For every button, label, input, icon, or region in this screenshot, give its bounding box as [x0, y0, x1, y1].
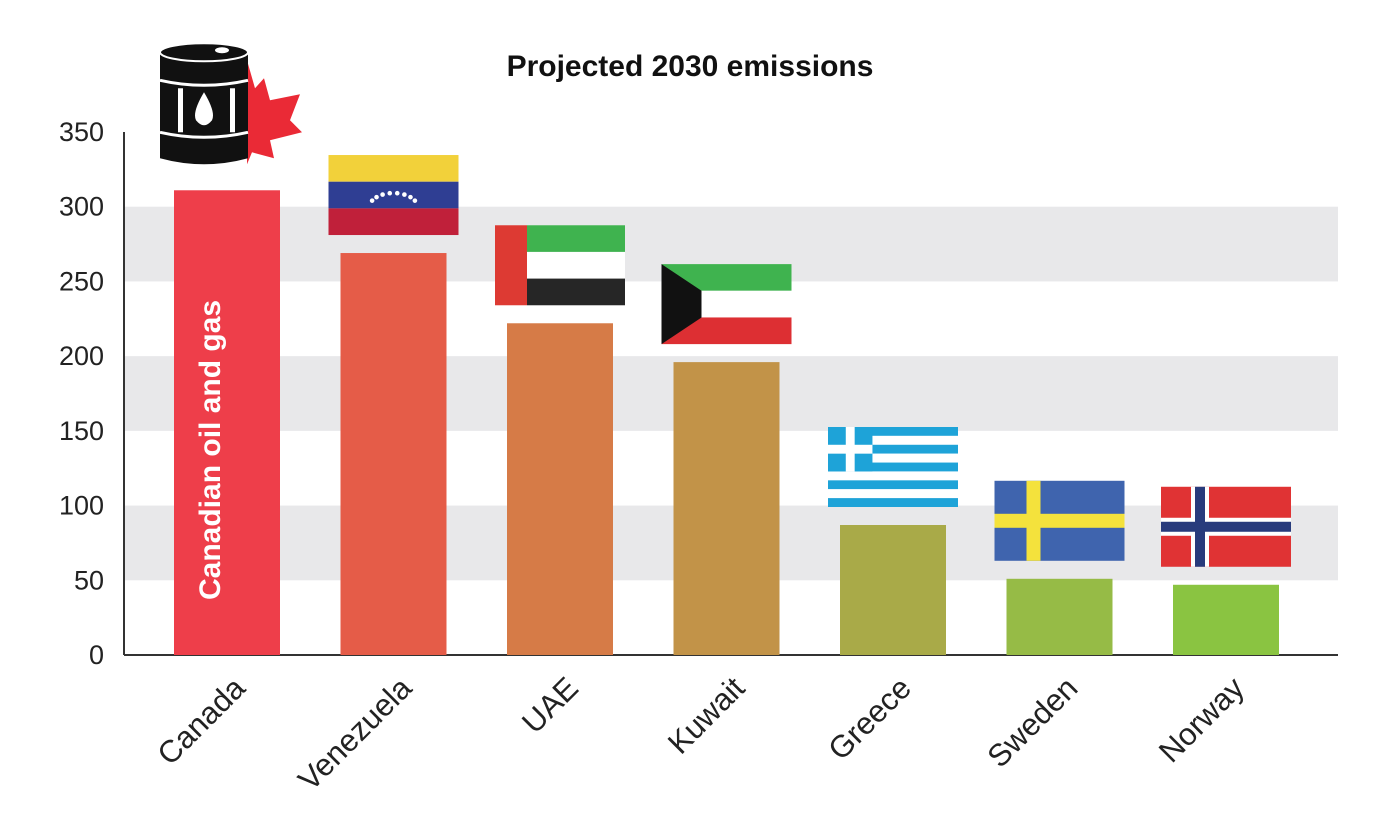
bar-greece [840, 524, 946, 655]
flag-stripe [828, 462, 958, 472]
oil-drop-icon [195, 92, 213, 126]
flag-stripe [828, 498, 958, 507]
bar-uae [507, 323, 613, 655]
flag-stripe [828, 444, 958, 454]
barrel-hoop [159, 130, 249, 139]
barrel-stripe [178, 88, 183, 133]
barrel-hoop [159, 78, 249, 87]
barrel-top [159, 42, 249, 63]
chart-title: Projected 2030 emissions [506, 50, 874, 83]
flag-stripe [828, 480, 958, 490]
flag-stripe [828, 435, 958, 445]
maple-leaf-icon [247, 60, 302, 165]
flag-band-red [495, 225, 527, 306]
flag-star [412, 198, 418, 203]
x-tick-label: Greece [821, 670, 918, 767]
venezuela-flag-icon [328, 155, 459, 236]
flag-cross-blue [1161, 521, 1291, 532]
x-tick-label: UAE [515, 670, 585, 740]
greece-flag-icon [828, 426, 958, 507]
kuwait-flag-icon [661, 264, 792, 345]
flag-stripe-blue [328, 181, 459, 209]
x-tick-label: Norway [1152, 670, 1251, 769]
bar-canada [174, 190, 280, 655]
bar-kuwait [673, 362, 780, 655]
x-tick-label: Kuwait [661, 670, 752, 761]
bar-annotation: Canadian oil and gas [194, 300, 227, 600]
flag-star [369, 198, 375, 203]
flag-cross [828, 444, 873, 454]
flag-star [394, 190, 400, 196]
y-tick-label: 200 [59, 341, 104, 371]
y-tick-label: 350 [59, 117, 104, 147]
flag-stripe-black [527, 278, 625, 306]
flag-stripe [828, 471, 958, 481]
flag-stripe-white [527, 251, 625, 279]
x-tick-label: Venezuela [291, 670, 419, 798]
sweden-flag-icon [994, 480, 1125, 561]
y-tick-label: 0 [89, 640, 104, 670]
flag-trapezoid-black [661, 264, 702, 345]
flag-stripe-red [328, 208, 459, 236]
y-tick-label: 150 [59, 416, 104, 446]
x-tick-label: Sweden [980, 670, 1084, 774]
uae-flag-icon [495, 225, 625, 306]
flag-star [374, 194, 379, 200]
flag-star [387, 190, 393, 196]
flag-stripe-yellow [328, 155, 459, 182]
bar-sweden [1006, 578, 1113, 655]
y-tick-label: 300 [59, 192, 104, 222]
flag-stripe [828, 453, 958, 463]
y-tick-label: 100 [59, 491, 104, 521]
flag-stripe [828, 489, 958, 499]
bar-venezuela [340, 253, 447, 655]
x-tick-label: Canada [150, 670, 252, 772]
bar-norway [1173, 584, 1279, 655]
flag-star [408, 194, 413, 200]
barrel-stripe [230, 88, 235, 133]
y-tick-label: 250 [59, 266, 104, 296]
flag-stripe-green [527, 225, 625, 252]
flag-cross [994, 513, 1125, 528]
norway-flag-icon [1161, 486, 1291, 567]
barrel-cap [215, 47, 229, 54]
canada-oil-barrel-icon [159, 42, 302, 165]
flag-star [402, 192, 407, 197]
flag-star [380, 192, 385, 197]
y-tick-label: 50 [74, 565, 104, 595]
flag-stripe [828, 426, 958, 436]
